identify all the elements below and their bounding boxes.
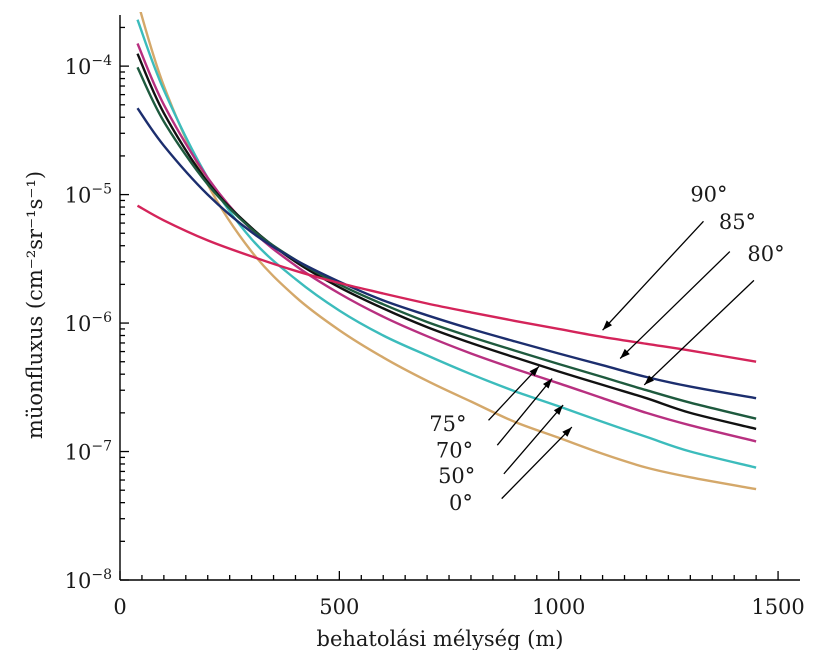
x-tick-label: 500 [319, 595, 359, 619]
arrow-0deg [501, 426, 573, 500]
annotation-label-90deg: 90° [690, 183, 727, 207]
annotation-label-85deg: 85° [719, 210, 756, 234]
arrow-50deg [503, 404, 564, 475]
series-line-80deg [136, 66, 757, 420]
annotation-label-80deg: 80° [747, 242, 784, 266]
arrowhead-90deg [602, 320, 613, 331]
arrowhead-0deg [562, 427, 572, 437]
x-tick-label: 1000 [532, 595, 585, 619]
annotation-label-50deg: 50° [438, 464, 475, 488]
arrow-90deg [602, 220, 704, 331]
annotation-label-70deg: 70° [436, 438, 473, 462]
annotation-label-0deg: 0° [449, 491, 473, 515]
series-line-70deg [136, 43, 757, 443]
arrowhead-75deg [529, 366, 539, 377]
annotation-layer: 90° 85° 80° 75°70°50° 0° [429, 183, 784, 515]
y-tick-label: 10−5 [65, 182, 112, 208]
y-tick-label: 10−6 [65, 310, 112, 336]
y-tick-label: 10−4 [65, 53, 112, 79]
arrowhead-85deg [620, 348, 630, 359]
arrowhead-80deg [644, 375, 654, 385]
series-layer [136, 12, 757, 491]
x-axis-label: behatolási mélység (m) [317, 627, 564, 650]
y-tick-label: 10−8 [65, 567, 112, 593]
series-line-75deg [136, 53, 757, 431]
x-tick-label: 1500 [751, 595, 804, 619]
arrowhead-50deg [553, 405, 564, 415]
y-tick-label: 10−7 [65, 439, 112, 465]
arrow-70deg [496, 378, 553, 446]
annotation-label-75deg: 75° [429, 412, 466, 436]
series-line-90deg [136, 204, 757, 363]
series-line-50deg [136, 19, 757, 469]
arrow-75deg [488, 365, 540, 421]
arrow-80deg [643, 279, 755, 386]
series-line-85deg [136, 107, 757, 400]
arrowhead-70deg [542, 378, 553, 389]
y-axis-label: müonfluxus (cm⁻²sr⁻¹s⁻¹) [23, 171, 47, 439]
x-tick-label: 0 [113, 595, 126, 619]
axes: 0 500 1000 1500 10−8 10−7 10−6 10−5 10−4 [65, 15, 805, 619]
arrow-85deg [619, 251, 731, 359]
